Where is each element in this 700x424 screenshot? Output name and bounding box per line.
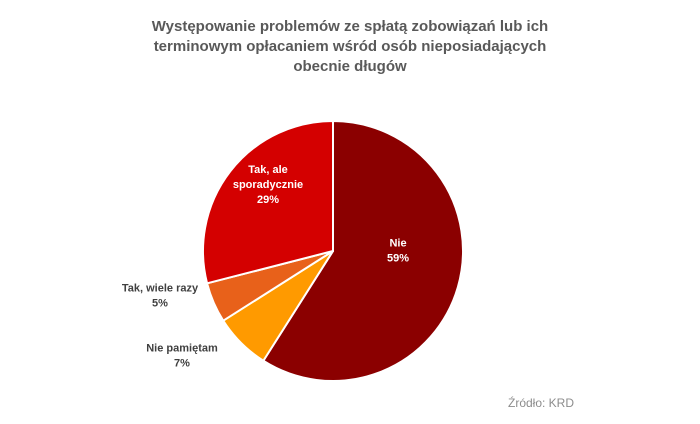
slice-name-label: Tak, ale [248, 164, 288, 176]
slice-label-1: Nie pamiętam 7% [146, 343, 218, 370]
slice-value-label: 7% [174, 358, 190, 370]
pie-slice-3 [202, 119, 334, 285]
slice-value-label: 5% [152, 298, 168, 310]
chart-title-line-2: terminowym opłacaniem wśród osób nieposi… [153, 38, 547, 55]
slice-name-label: Tak, wiele razy [122, 283, 199, 295]
slice-value-label: 29% [257, 194, 279, 206]
slice-label-0: Nie 59% [387, 238, 409, 265]
slice-name-label: Nie [389, 238, 406, 250]
slice-name-label: Nie pamiętam [146, 343, 218, 355]
slice-label-3: Tak, ale sporadycznie 29% [233, 164, 303, 206]
pie-slice-0 [261, 119, 464, 382]
chart-title-line-1: Występowanie problemów ze spłatą zobowią… [151, 18, 549, 35]
slice-value-label: 59% [387, 253, 409, 265]
slice-name-label: sporadycznie [233, 179, 303, 191]
slice-label-2: Tak, wiele razy 5% [122, 283, 199, 310]
chart-title-line-3: obecnie długów [293, 58, 407, 75]
source-note: Źródło: KRD [508, 396, 575, 410]
chart-title: Występowanie problemów ze spłatą zobowią… [100, 17, 600, 77]
